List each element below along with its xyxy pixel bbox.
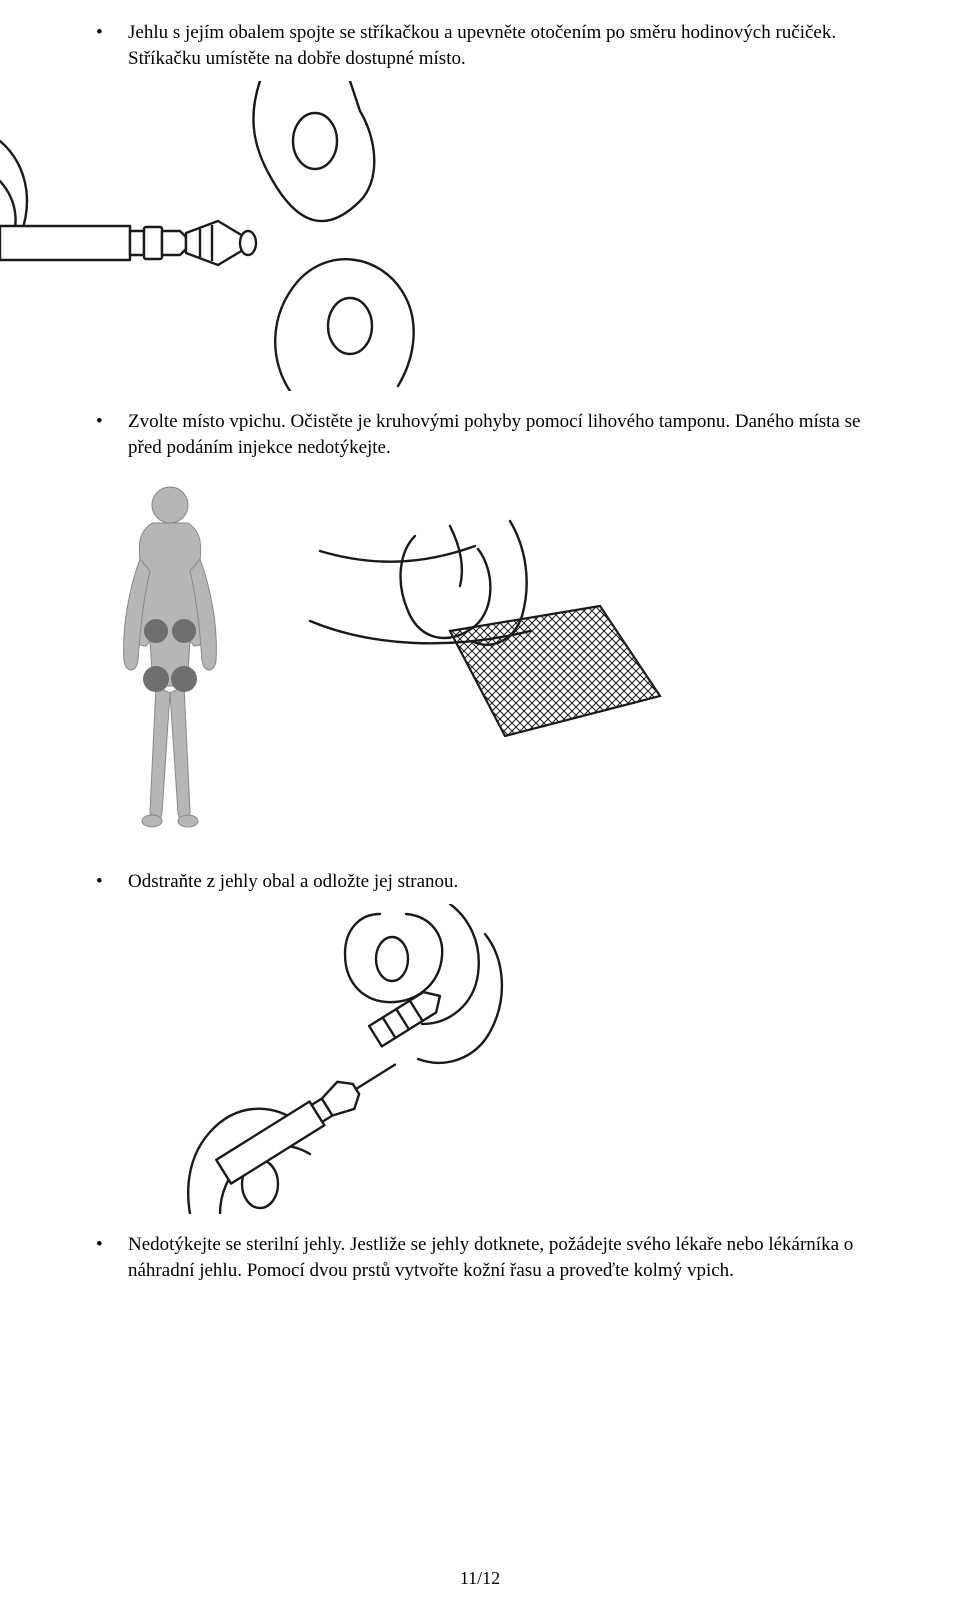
page-number: 11/12	[0, 1566, 960, 1590]
bullet-item: Nedotýkejte se sterilní jehly. Jestliže …	[90, 1232, 870, 1283]
figure-injection-site	[90, 471, 870, 851]
bullet-item: Zvolte místo vpichu. Očistěte je kruhový…	[90, 409, 870, 460]
figure-attach-needle	[0, 81, 870, 391]
bullet-text: Odstraňte z jehly obal a odložte jej str…	[128, 871, 458, 892]
figure-remove-cover	[150, 904, 870, 1214]
bullet-item: Odstraňte z jehly obal a odložte jej str…	[90, 869, 870, 895]
bullet-text: Jehlu s jejím obalem spojte se stříkačko…	[128, 22, 836, 69]
bullet-text: Zvolte místo vpichu. Očistěte je kruhový…	[128, 411, 860, 458]
bullet-item: Jehlu s jejím obalem spojte se stříkačko…	[90, 20, 870, 71]
bullet-text: Nedotýkejte se sterilní jehly. Jestliže …	[128, 1234, 853, 1281]
